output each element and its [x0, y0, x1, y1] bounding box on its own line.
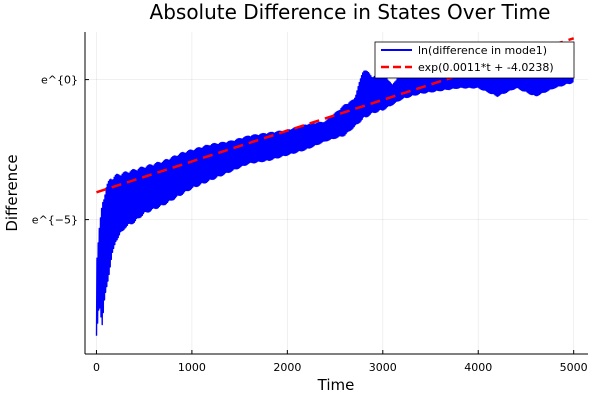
x-tick-label: 2000 — [273, 361, 301, 374]
y-tick-label: e^{−5} — [32, 214, 78, 227]
legend-label-series-1: ln(difference in mode1) — [418, 44, 547, 57]
series-line-difference-mode1 — [95, 49, 575, 336]
x-tick-label: 1000 — [178, 361, 206, 374]
y-tick-label: e^{0} — [41, 74, 78, 87]
x-tick-label: 4000 — [464, 361, 492, 374]
x-tick-label: 0 — [93, 361, 100, 374]
x-axis-label: Time — [317, 376, 355, 394]
x-tick-label: 3000 — [369, 361, 397, 374]
legend-box — [374, 41, 575, 79]
chart-title: Absolute Difference in States Over Time — [150, 0, 551, 24]
x-tick-label: 5000 — [560, 361, 588, 374]
legend: ln(difference in mode1) exp(0.0011*t + -… — [374, 41, 575, 79]
ticks: 0 1000 2000 3000 4000 5000 e^{0} e^{−5} — [32, 74, 588, 374]
y-axis-label: Difference — [3, 154, 21, 231]
axes — [84, 32, 588, 355]
legend-label-series-2: exp(0.0011*t + -4.0238) — [418, 61, 554, 74]
